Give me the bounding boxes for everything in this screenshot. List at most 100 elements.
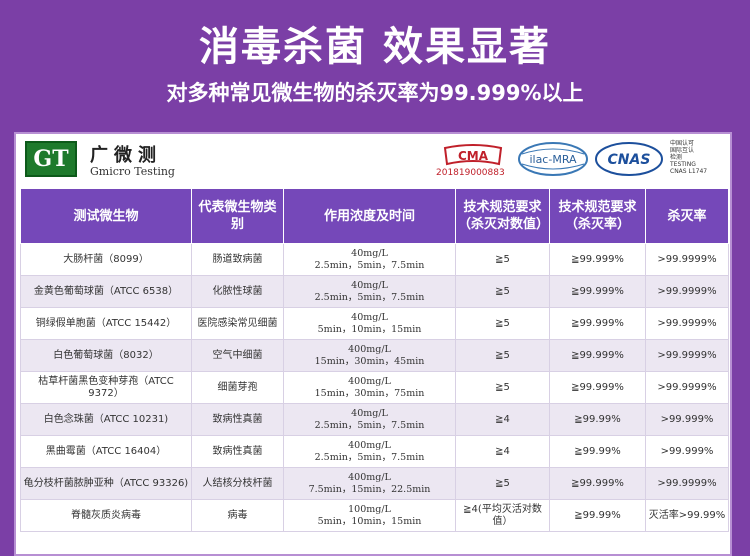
cell-concentration: 40mg/L (351, 311, 388, 323)
cell-kill-rate: >99.9999% (645, 307, 729, 340)
cell-category: 致病性真菌 (191, 403, 284, 436)
table-row: 金黄色葡萄球菌（ATCC 6538） 化脓性球菌 40mg/L 2.5min，5min… (20, 275, 729, 308)
cell-time: 2.5min，5min，7.5min (314, 419, 425, 431)
cell-time: 2.5min，5min，7.5min (314, 259, 425, 271)
logo-row: GT 广微测 Gmicro Testing CMA 201819000883 i… (16, 134, 730, 186)
cell-category: 肠道致病菌 (191, 243, 284, 276)
cell-kill-rate: >99.9999% (645, 371, 729, 404)
cell-time: 7.5min，15min，22.5min (308, 483, 431, 495)
cell-kill-rate: >99.9999% (645, 467, 729, 500)
cell-log-requirement: ≧5 (455, 307, 550, 340)
cell-organism: 白色念珠菌（ATCC 10231) (20, 403, 192, 436)
brand-name-cn: 广微测 (90, 145, 162, 166)
table-row: 铜绿假单胞菌（ATCC 15442） 医院感染常见细菌 40mg/L 5min，10m… (20, 307, 729, 340)
cell-rate-requirement: ≧99.999% (549, 243, 646, 276)
cell-kill-rate: >99.999% (645, 403, 729, 436)
cell-concentration-time: 40mg/L 5min，10min，15min (283, 307, 456, 340)
cell-kill-rate: >99.9999% (645, 243, 729, 276)
cell-concentration: 400mg/L (348, 375, 391, 387)
cell-kill-rate: >99.999% (645, 435, 729, 468)
cnas-logo-text: CNAS (608, 152, 651, 168)
results-panel: GT 广微测 Gmicro Testing CMA 201819000883 i… (14, 132, 732, 556)
cell-log-requirement: ≧4 (455, 403, 550, 436)
cnas-line: CNAS L1747 (670, 168, 708, 175)
cell-concentration: 400mg/L (348, 471, 391, 483)
cell-organism: 铜绿假单胞菌（ATCC 15442） (20, 307, 192, 340)
cnas-line: 国际互认 (670, 147, 695, 154)
cell-time: 15min，30min，75min (314, 387, 425, 399)
cell-time: 2.5min，5min，7.5min (314, 291, 425, 303)
header-category: 代表微生物类别 (191, 188, 284, 244)
table-row: 脊髓灰质炎病毒 病毒 100mg/L 5min，10min，15min ≧4(平均灭活对… (20, 499, 729, 532)
cell-time: 5min，10min，15min (317, 323, 422, 335)
cell-rate-requirement: ≧99.999% (549, 339, 646, 372)
cell-concentration: 40mg/L (351, 279, 388, 291)
cell-concentration-time: 400mg/L 2.5min，5min，7.5min (283, 435, 456, 468)
page-subtitle: 对多种常见微生物的杀灭率为99.999%以上 (166, 81, 584, 105)
cell-log-requirement: ≧5 (455, 371, 550, 404)
cell-concentration: 400mg/L (348, 343, 391, 355)
cnas-accreditation-text: 中国认可 国际互认 检测 TESTING CNAS L1747 (670, 140, 724, 175)
cell-log-requirement: ≧5 (455, 467, 550, 500)
gt-logo-icon: GT (25, 141, 77, 177)
cell-time: 5min，10min，15min (317, 515, 422, 527)
cell-category: 空气中细菌 (191, 339, 284, 372)
cell-category: 人结核分枝杆菌 (191, 467, 284, 500)
cnas-line: TESTING (670, 161, 696, 168)
table-row: 大肠杆菌（8099） 肠道致病菌 40mg/L 2.5min，5min，7.5min ≧… (20, 243, 729, 276)
cell-organism: 黑曲霉菌（ATCC 16404） (20, 435, 192, 468)
page-title: 消毒杀菌 效果显著 (199, 24, 551, 70)
cell-concentration: 40mg/L (351, 247, 388, 259)
cell-concentration: 100mg/L (348, 503, 391, 515)
cell-organism: 大肠杆菌（8099） (20, 243, 192, 276)
cell-rate-requirement: ≧99.99% (549, 499, 646, 532)
table-row: 黑曲霉菌（ATCC 16404） 致病性真菌 400mg/L 2.5min，5min，… (20, 435, 729, 468)
cell-category: 病毒 (191, 499, 284, 532)
cell-rate-requirement: ≧99.99% (549, 403, 646, 436)
cell-rate-requirement: ≧99.999% (549, 467, 646, 500)
cma-number: 201819000883 (436, 168, 505, 178)
cell-kill-rate: 灭活率>99.99% (645, 499, 729, 532)
cell-category: 医院感染常见细菌 (191, 307, 284, 340)
cma-logo-text: CMA (458, 149, 489, 163)
table-row: 白色念珠菌（ATCC 10231) 致病性真菌 40mg/L 2.5min，5min，… (20, 403, 729, 436)
cell-log-requirement: ≧5 (455, 275, 550, 308)
cell-time: 15min，30min，45min (314, 355, 425, 367)
cell-concentration-time: 400mg/L 15min，30min，45min (283, 339, 456, 372)
header-log-requirement: 技术规范要求（杀灭对数值） (455, 188, 550, 244)
ilac-logo-text: ilac-MRA (529, 153, 577, 166)
cell-concentration: 40mg/L (351, 407, 388, 419)
cell-concentration-time: 40mg/L 2.5min，5min，7.5min (283, 403, 456, 436)
cell-concentration-time: 400mg/L 15min，30min，75min (283, 371, 456, 404)
cell-log-requirement: ≧4(平均灭活对数值） (455, 499, 550, 532)
table-row: 枯草杆菌黑色变种芽孢（ATCC 9372） 细菌芽孢 400mg/L 15min，30… (20, 371, 729, 404)
cell-concentration-time: 40mg/L 2.5min，5min，7.5min (283, 275, 456, 308)
cell-concentration-time: 400mg/L 7.5min，15min，22.5min (283, 467, 456, 500)
header-rate-requirement: 技术规范要求（杀灭率） (549, 188, 646, 244)
cell-concentration-time: 40mg/L 2.5min，5min，7.5min (283, 243, 456, 276)
cell-concentration: 400mg/L (348, 439, 391, 451)
cell-category: 致病性真菌 (191, 435, 284, 468)
cell-organism: 金黄色葡萄球菌（ATCC 6538） (20, 275, 192, 308)
cell-kill-rate: >99.9999% (645, 275, 729, 308)
cell-organism: 龟分枝杆菌脓肿亚种（ATCC 93326) (20, 467, 192, 500)
cnas-line: 检测 (670, 154, 683, 161)
cell-organism: 枯草杆菌黑色变种芽孢（ATCC 9372） (20, 371, 192, 404)
cell-rate-requirement: ≧99.999% (549, 371, 646, 404)
cell-concentration-time: 100mg/L 5min，10min，15min (283, 499, 456, 532)
brand-name-en: Gmicro Testing (90, 165, 175, 178)
cell-category: 化脓性球菌 (191, 275, 284, 308)
cell-rate-requirement: ≧99.999% (549, 307, 646, 340)
cnas-line: 中国认可 (670, 140, 695, 147)
table-row: 白色葡萄球菌（8032） 空气中细菌 400mg/L 15min，30min，45mi… (20, 339, 729, 372)
cell-kill-rate: >99.9999% (645, 339, 729, 372)
table-header-row: 测试微生物 代表微生物类别 作用浓度及时间 技术规范要求（杀灭对数值） 技术规范… (20, 188, 729, 244)
results-table: 测试微生物 代表微生物类别 作用浓度及时间 技术规范要求（杀灭对数值） 技术规范… (20, 188, 729, 532)
cell-rate-requirement: ≧99.99% (549, 435, 646, 468)
cell-log-requirement: ≧5 (455, 339, 550, 372)
cell-rate-requirement: ≧99.999% (549, 275, 646, 308)
cell-category: 细菌芽孢 (191, 371, 284, 404)
table-row: 龟分枝杆菌脓肿亚种（ATCC 93326) 人结核分枝杆菌 400mg/L 7.5mi… (20, 467, 729, 500)
header-kill-rate: 杀灭率 (645, 188, 729, 244)
cma-logo-icon: CMA (443, 144, 503, 166)
